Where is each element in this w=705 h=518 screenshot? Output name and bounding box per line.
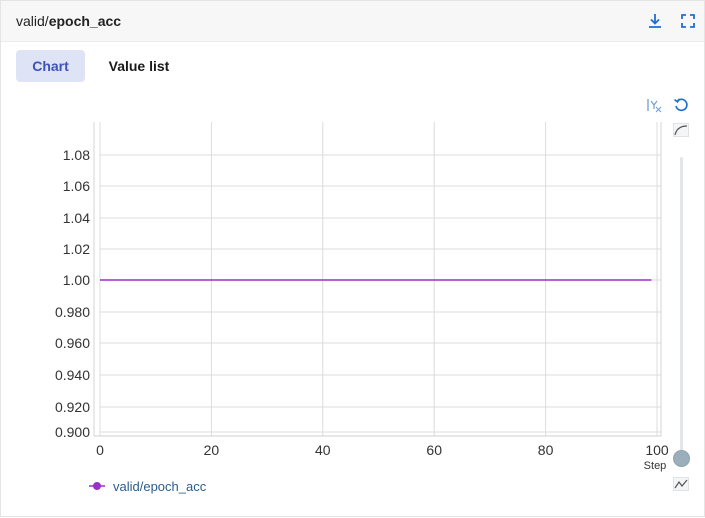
y-tick-label: 0.940 (55, 367, 90, 383)
fullscreen-icon[interactable] (679, 12, 697, 30)
y-tick-label: 1.02 (63, 241, 90, 257)
panel-title: valid/epoch_acc (16, 13, 121, 29)
x-tick-label: 0 (96, 442, 104, 458)
legend-marker-icon (89, 482, 105, 490)
y-tick-label: 1.00 (63, 272, 90, 288)
panel-header: valid/epoch_acc (1, 1, 704, 42)
x-tick-label: 80 (538, 442, 554, 458)
smoothing-icon[interactable] (673, 123, 689, 137)
title-prefix: valid/ (16, 13, 49, 29)
title-metric: epoch_acc (48, 13, 122, 29)
chart-grid (99, 122, 661, 436)
y-tick-label: 0.980 (55, 304, 90, 320)
reset-icon[interactable] (673, 97, 689, 113)
step-slider-track[interactable] (680, 157, 683, 455)
download-icon[interactable] (646, 12, 664, 30)
y-tick-label: 0.920 (55, 399, 90, 415)
tab-value-list[interactable]: Value list (108, 58, 170, 74)
tab-chart[interactable]: Chart (16, 50, 85, 82)
line-chart-icon[interactable] (673, 477, 689, 491)
y-tick-label: 1.08 (63, 147, 90, 163)
x-tick-labels: 0 20 40 60 80 100 (96, 442, 669, 458)
y-tick-label: 1.06 (63, 178, 90, 194)
y-tick-label: 0.960 (55, 335, 90, 351)
y-axis-scale-icon[interactable] (646, 97, 662, 113)
y-tick-label: 0.900 (55, 424, 90, 440)
x-tick-label: 20 (204, 442, 220, 458)
step-slider-thumb[interactable] (673, 450, 690, 467)
x-tick-label: 100 (645, 442, 669, 458)
chart-axes (93, 122, 662, 437)
legend-label: valid/epoch_acc (113, 478, 207, 494)
x-axis-label: Step (644, 460, 667, 472)
x-tick-label: 60 (426, 442, 442, 458)
y-tick-labels: 0.900 0.920 0.940 0.960 0.980 1.00 1.02 1.04 1.0… (55, 147, 90, 440)
x-tick-label: 40 (315, 442, 331, 458)
legend-item[interactable]: valid/epoch_acc (89, 477, 206, 495)
y-tick-label: 1.04 (63, 210, 90, 226)
